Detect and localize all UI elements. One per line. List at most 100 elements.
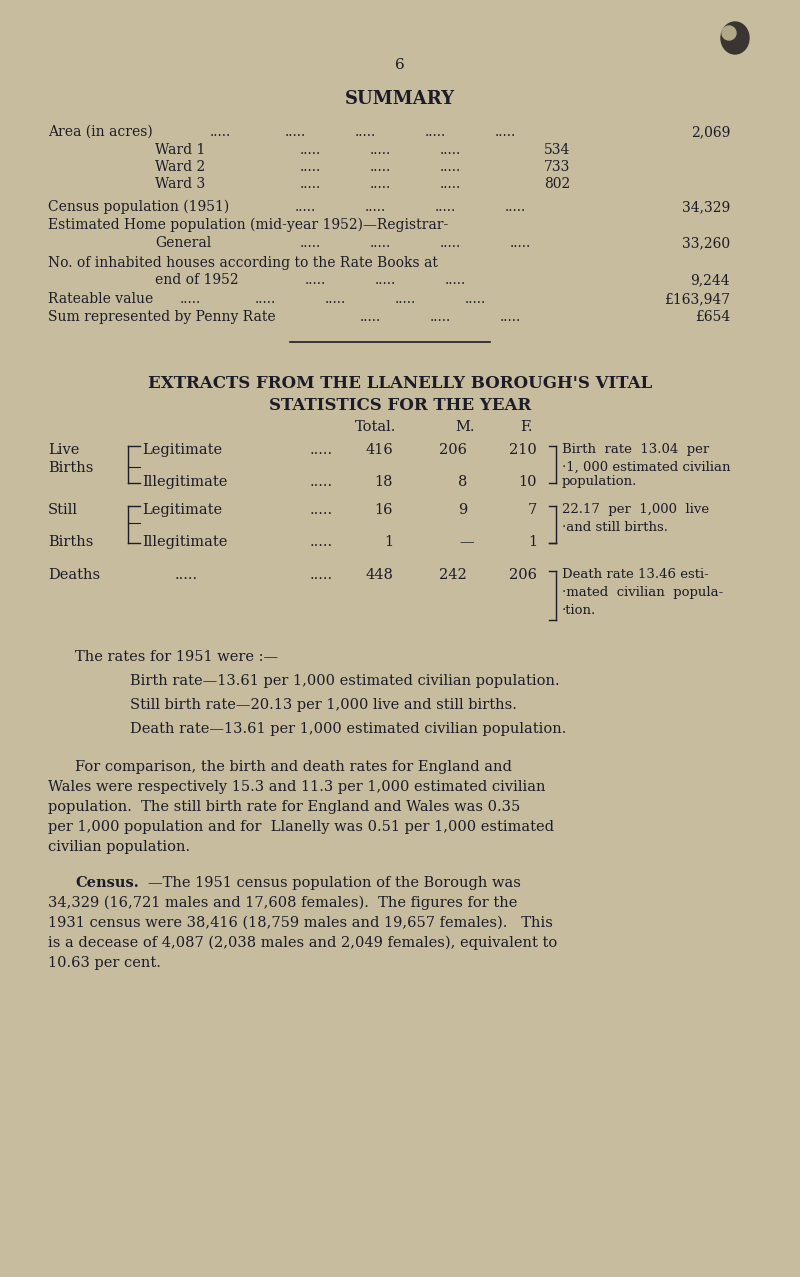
Text: —The 1951 census population of the Borough was: —The 1951 census population of the Borou… [148,876,521,890]
Text: 210: 210 [510,443,537,457]
Text: .....: ..... [500,310,522,324]
Text: .....: ..... [370,143,391,157]
Text: .....: ..... [300,236,322,250]
Text: Total.: Total. [355,420,396,434]
Text: 33,260: 33,260 [682,236,730,250]
Text: .....: ..... [395,292,416,306]
Text: Birth  rate  13.04  per: Birth rate 13.04 per [562,443,710,456]
Text: .....: ..... [210,125,231,139]
Text: Live: Live [48,443,79,457]
Text: ·mated  civilian  popula-: ·mated civilian popula- [562,586,723,599]
Text: .....: ..... [175,568,198,582]
Text: .....: ..... [370,178,391,192]
Text: .....: ..... [255,292,276,306]
Text: .....: ..... [440,178,462,192]
Text: is a decease of 4,087 (2,038 males and 2,049 females), equivalent to: is a decease of 4,087 (2,038 males and 2… [48,936,558,950]
Text: Legitimate: Legitimate [142,503,222,517]
Text: 10: 10 [518,475,537,489]
Text: .....: ..... [445,273,466,287]
Text: 22.17  per  1,000  live: 22.17 per 1,000 live [562,503,709,516]
Ellipse shape [722,26,736,40]
Text: civilian population.: civilian population. [48,840,190,854]
Text: Still: Still [48,503,78,517]
Text: STATISTICS FOR THE YEAR: STATISTICS FOR THE YEAR [269,397,531,414]
Text: 8: 8 [458,475,467,489]
Text: .....: ..... [310,568,333,582]
Text: Estimated Home population (mid-year 1952)—Registrar-: Estimated Home population (mid-year 1952… [48,218,448,232]
Text: population.: population. [562,475,638,488]
Text: Ward 3: Ward 3 [155,178,206,192]
Text: .....: ..... [370,160,391,174]
Text: 733: 733 [544,160,570,174]
Text: 16: 16 [374,503,393,517]
Text: .....: ..... [465,292,486,306]
Text: 802: 802 [544,178,570,192]
Text: 534: 534 [544,143,570,157]
Text: For comparison, the birth and death rates for England and: For comparison, the birth and death rate… [75,760,512,774]
Text: Legitimate: Legitimate [142,443,222,457]
Text: .....: ..... [360,310,382,324]
Text: £654: £654 [694,310,730,324]
Text: 10.63 per cent.: 10.63 per cent. [48,956,161,971]
Text: .....: ..... [495,125,516,139]
Text: .....: ..... [325,292,346,306]
Text: .....: ..... [285,125,306,139]
Text: Sum represented by Penny Rate: Sum represented by Penny Rate [48,310,276,324]
Text: .....: ..... [510,236,531,250]
Text: .....: ..... [375,273,396,287]
Text: —: — [460,535,474,549]
Text: Census population (1951): Census population (1951) [48,200,230,215]
Text: .....: ..... [300,143,322,157]
Text: General: General [155,236,211,250]
Text: per 1,000 population and for  Llanelly was 0.51 per 1,000 estimated: per 1,000 population and for Llanelly wa… [48,820,554,834]
Text: .....: ..... [310,535,333,549]
Text: .....: ..... [440,160,462,174]
Text: Census.: Census. [75,876,138,890]
Text: .....: ..... [505,200,526,215]
Text: .....: ..... [300,178,322,192]
Text: .....: ..... [440,236,462,250]
Text: Wales were respectively 15.3 and 11.3 per 1,000 estimated civilian: Wales were respectively 15.3 and 11.3 pe… [48,780,546,794]
Text: Deaths: Deaths [48,568,100,582]
Text: The rates for 1951 were :—: The rates for 1951 were :— [75,650,278,664]
Text: population.  The still birth rate for England and Wales was 0.35: population. The still birth rate for Eng… [48,799,520,813]
Text: 9: 9 [458,503,467,517]
Text: 34,329: 34,329 [682,200,730,215]
Text: 448: 448 [365,568,393,582]
Text: EXTRACTS FROM THE LLANELLY BOROUGH'S VITAL: EXTRACTS FROM THE LLANELLY BOROUGH'S VIT… [148,375,652,392]
Text: ·and still births.: ·and still births. [562,521,668,534]
Text: 2,069: 2,069 [690,125,730,139]
Text: 18: 18 [374,475,393,489]
Text: end of 1952: end of 1952 [155,273,238,287]
Text: Area (in acres): Area (in acres) [48,125,153,139]
Text: Still birth rate—20.13 per 1,000 live and still births.: Still birth rate—20.13 per 1,000 live an… [130,699,517,713]
Text: 7: 7 [528,503,537,517]
Text: 206: 206 [439,443,467,457]
Text: 34,329 (16,721 males and 17,608 females).  The figures for the: 34,329 (16,721 males and 17,608 females)… [48,896,518,911]
Text: .....: ..... [425,125,446,139]
Text: .....: ..... [295,200,316,215]
Text: 1: 1 [528,535,537,549]
Text: .....: ..... [180,292,202,306]
Text: 416: 416 [366,443,393,457]
Text: 1931 census were 38,416 (18,759 males and 19,657 females).   This: 1931 census were 38,416 (18,759 males an… [48,916,553,930]
Text: .....: ..... [305,273,326,287]
Text: Death rate—13.61 per 1,000 estimated civilian population.: Death rate—13.61 per 1,000 estimated civ… [130,722,566,736]
Text: .....: ..... [355,125,376,139]
Text: £163,947: £163,947 [664,292,730,306]
Text: .....: ..... [310,443,333,457]
Ellipse shape [721,22,749,54]
Text: Death rate 13.46 esti-: Death rate 13.46 esti- [562,568,709,581]
Text: 6: 6 [395,57,405,72]
Text: Births: Births [48,461,94,475]
Text: .....: ..... [440,143,462,157]
Text: Illegitimate: Illegitimate [142,535,227,549]
Text: 9,244: 9,244 [690,273,730,287]
Text: 242: 242 [439,568,467,582]
Text: .....: ..... [300,160,322,174]
Text: .....: ..... [310,475,333,489]
Text: .....: ..... [370,236,391,250]
Text: Births: Births [48,535,94,549]
Text: ·1, 000 estimated civilian: ·1, 000 estimated civilian [562,461,730,474]
Text: M.: M. [455,420,474,434]
